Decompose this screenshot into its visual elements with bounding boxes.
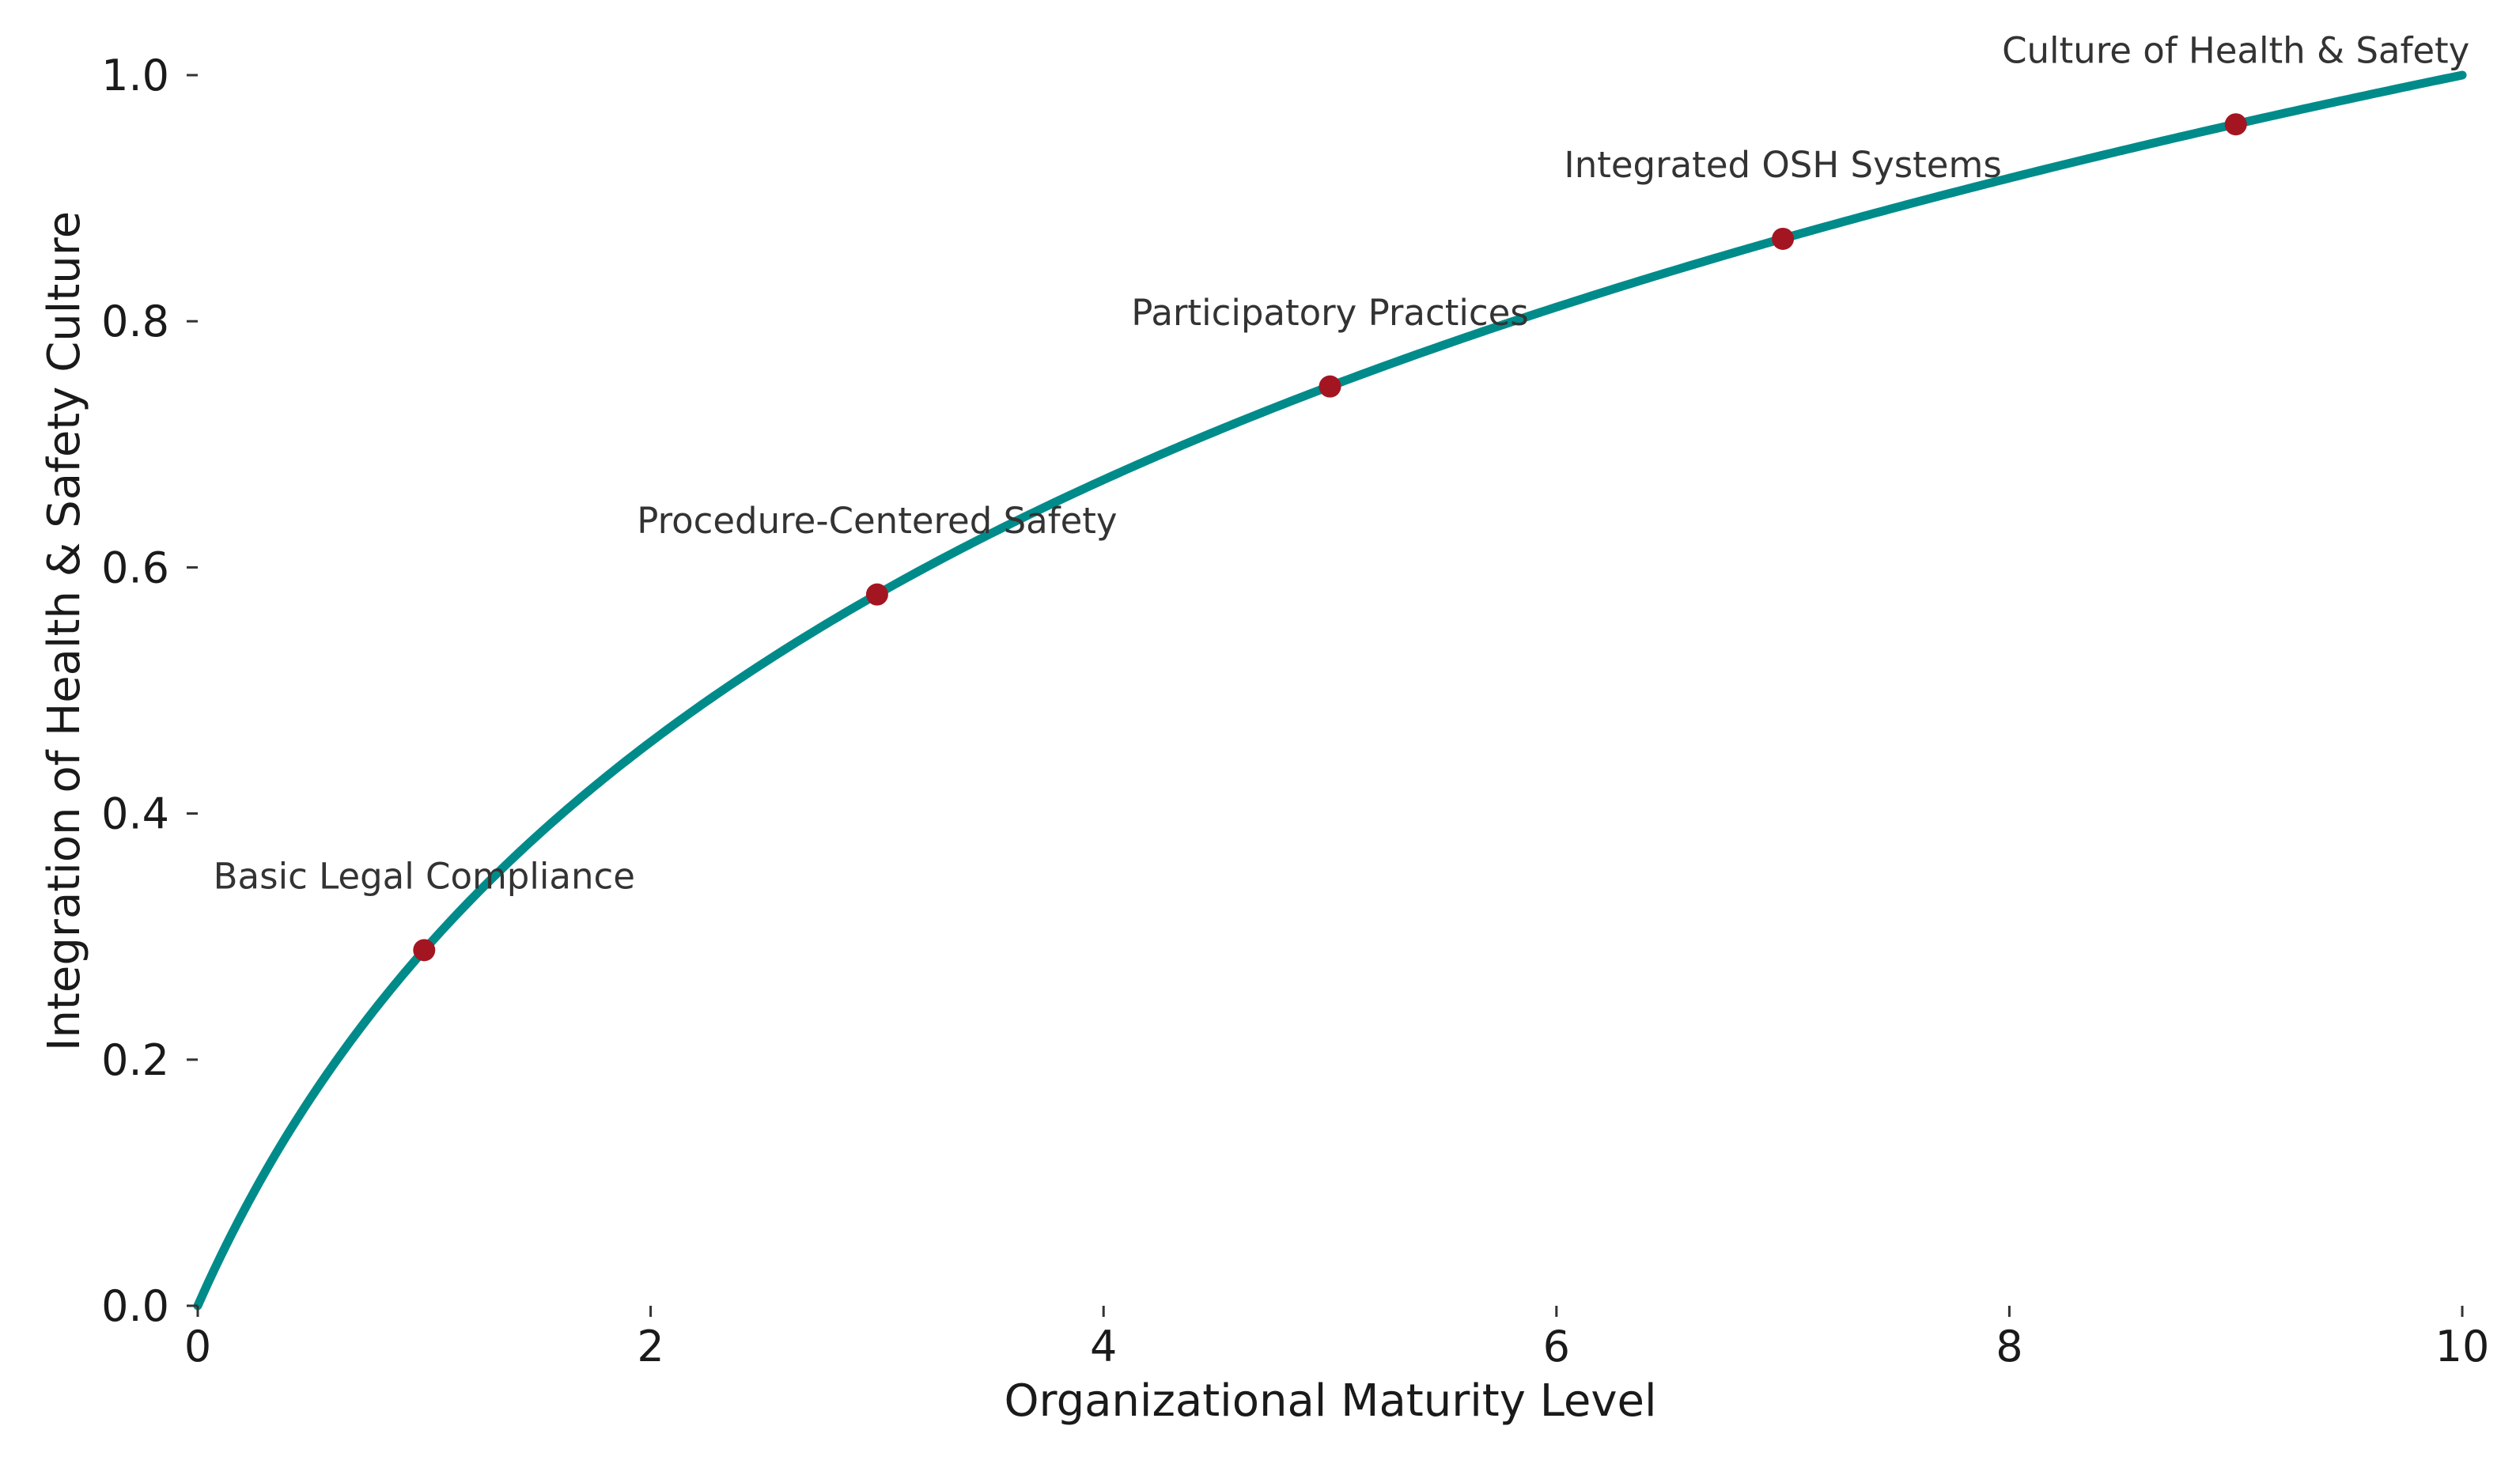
points-layer <box>413 113 2247 962</box>
point-annotation: Culture of Health & Safety <box>2002 29 2469 71</box>
y-tick-label: 0.2 <box>101 1035 169 1085</box>
data-point <box>2224 113 2247 136</box>
series-line <box>193 70 2467 1311</box>
curve-layer <box>193 70 2467 1311</box>
x-tick-label: 0 <box>184 1322 211 1371</box>
y-tick-label: 1.0 <box>101 51 169 100</box>
point-annotation: Integrated OSH Systems <box>1564 144 2001 186</box>
ticks-layer: 0 2 4 6 8 10 0.0 0.2 0.4 0.6 0.8 1.0 <box>101 51 2489 1371</box>
data-point <box>865 583 888 606</box>
y-tick-label: 0.4 <box>101 789 169 839</box>
x-tick-label: 2 <box>637 1322 664 1371</box>
y-tick-label: 0.0 <box>101 1281 169 1331</box>
data-point <box>1319 375 1341 398</box>
x-axis-title: Organizational Maturity Level <box>1004 1375 1656 1427</box>
data-point <box>1772 227 1795 250</box>
y-tick-label: 0.8 <box>101 297 169 346</box>
point-annotation: Basic Legal Compliance <box>214 856 635 898</box>
labels-layer: Basic Legal Compliance Procedure-Centered… <box>214 29 2470 897</box>
x-tick-label: 4 <box>1090 1322 1117 1371</box>
x-tick-label: 10 <box>2435 1322 2490 1371</box>
x-tick-label: 6 <box>1543 1322 1570 1371</box>
y-tick-label: 0.6 <box>101 543 169 592</box>
point-annotation: Procedure-Centered Safety <box>637 500 1117 542</box>
point-annotation: Participatory Practices <box>1131 292 1529 334</box>
data-point <box>413 939 436 962</box>
x-tick-label: 8 <box>1996 1322 2022 1371</box>
y-axis-title: Integration of Health & Safety Culture <box>39 211 90 1051</box>
